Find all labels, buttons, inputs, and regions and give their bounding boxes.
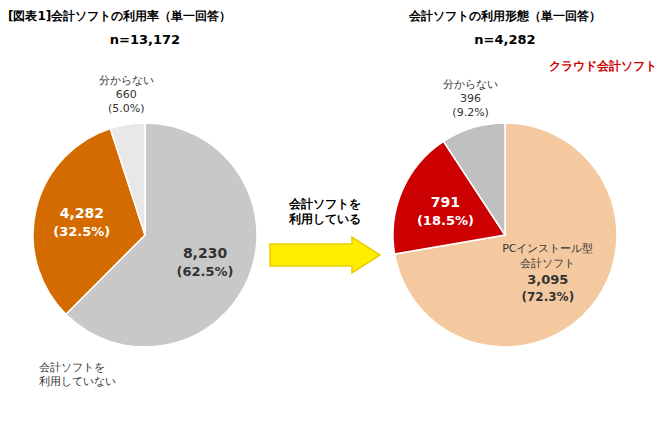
pie-chart: [図表1]会計ソフトの利用率（単一回答） n=13,172 8,230 (62.5%)… xyxy=(8,9,257,388)
percent-label: (72.3%) xyxy=(522,290,575,304)
slices xyxy=(33,123,257,347)
label-line: PCインストール型 xyxy=(502,242,593,255)
data-label: 3,095 xyxy=(527,272,568,287)
category-label: PCインストール型会計ソフト xyxy=(502,242,593,270)
percent-label: (9.2%) xyxy=(452,106,489,119)
labels: 8,230 (62.5%) 会計ソフトを利用していない 4,282 (32.5%) 分から… xyxy=(39,74,234,388)
label-line: 会計ソフト xyxy=(520,257,575,270)
label-line: 会計ソフトを xyxy=(288,197,361,211)
data-label: 8,230 xyxy=(183,245,228,261)
label-line: 会計ソフトを xyxy=(39,361,105,374)
data-label: 4,282 xyxy=(60,205,104,221)
label-line: 利用している xyxy=(288,212,361,226)
arrow xyxy=(270,237,380,273)
title: [図表1]会計ソフトの利用率（単一回答） xyxy=(8,9,231,23)
pie-slice xyxy=(110,123,145,235)
category-label: 会計ソフトを利用している xyxy=(288,197,361,226)
subtitle: n=13,172 xyxy=(110,32,180,47)
category-label: クラウド会計ソフト xyxy=(549,59,657,73)
chart-svg: [図表1]会計ソフトの利用率（単一回答） n=13,172 8,230 (62.5%)… xyxy=(0,0,665,425)
percent-label: (5.0%) xyxy=(108,102,145,115)
label-line: 利用していない xyxy=(39,375,116,388)
category-label: 分からない xyxy=(99,74,154,87)
slices xyxy=(393,123,617,347)
percent-label: (32.5%) xyxy=(53,224,110,239)
category-label: 会計ソフトを利用していない xyxy=(39,361,116,388)
data-label: 660 xyxy=(116,88,137,101)
percent-label: (18.5%) xyxy=(417,213,474,228)
percent-label: (62.5%) xyxy=(177,264,234,279)
data-label: 791 xyxy=(431,194,460,210)
title: 会計ソフトの利用形態（単一回答） xyxy=(408,9,601,23)
data-label: 396 xyxy=(460,92,481,105)
labels: PCインストール型会計ソフト 3,095 (72.3%) 791 (18.5%) クラウド… xyxy=(417,59,657,304)
pie-chart: 会計ソフトの利用形態（単一回答） n=4,282 PCインストール型会計ソフト 3,0… xyxy=(393,9,657,347)
category-label: 分からない xyxy=(443,78,498,91)
subtitle: n=4,282 xyxy=(474,32,535,47)
